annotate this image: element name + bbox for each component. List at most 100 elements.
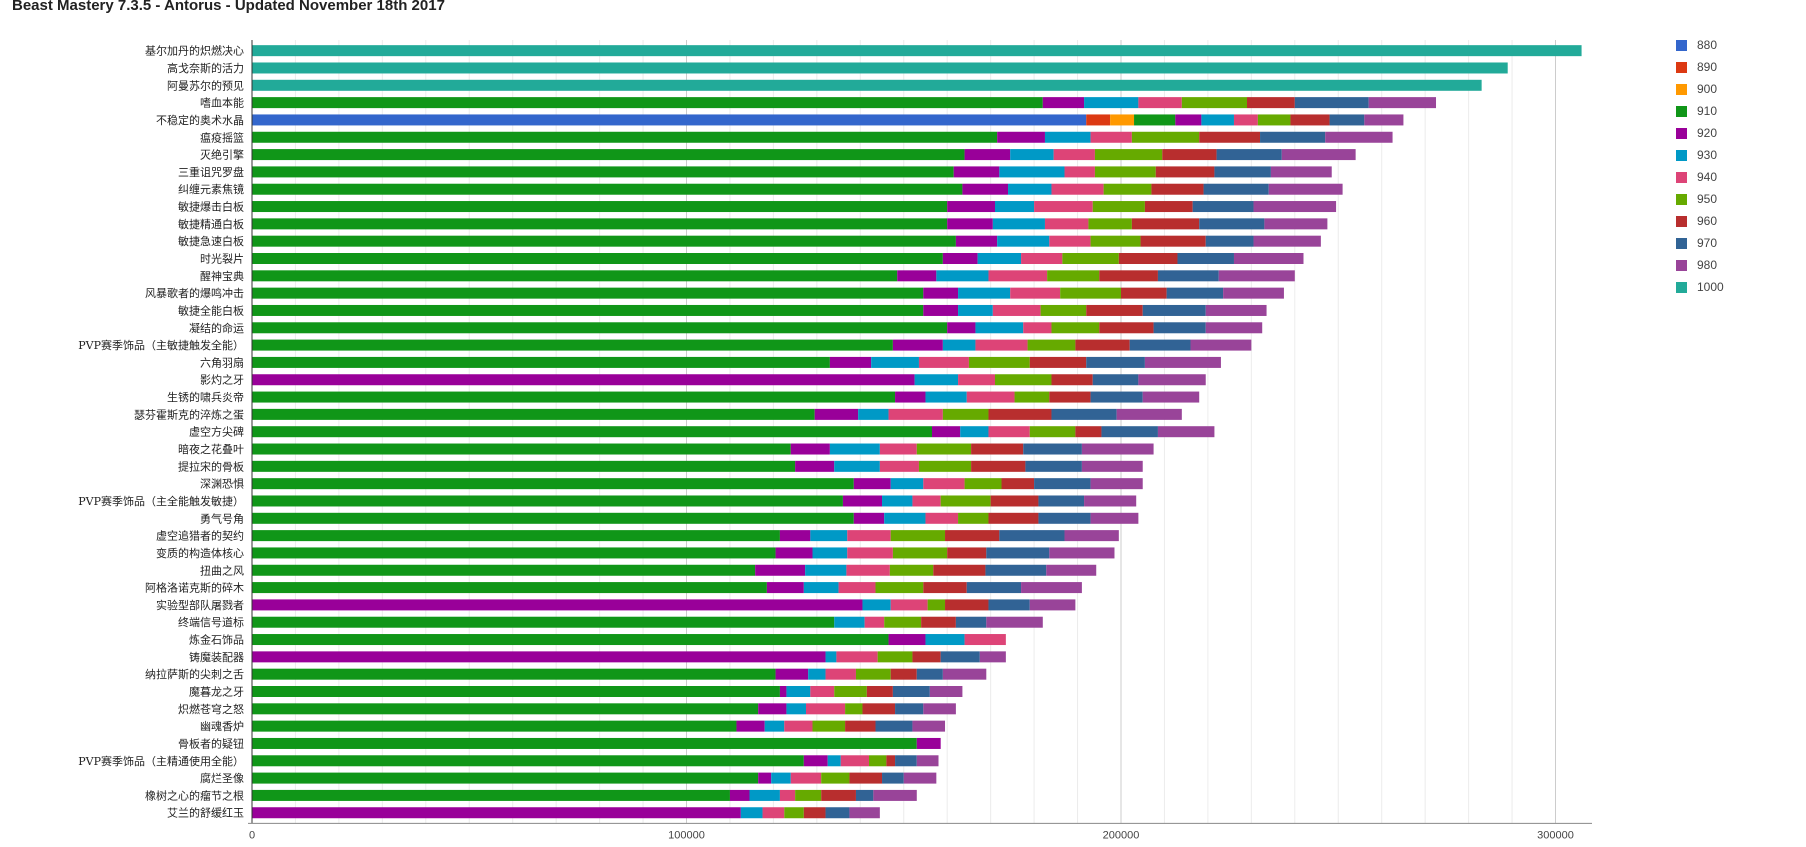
category-label: 敏捷急速白板 xyxy=(178,234,244,248)
bar-segment-920 xyxy=(916,737,941,749)
bar-segment-950 xyxy=(1094,149,1163,161)
legend-item-920: 920 xyxy=(1676,122,1724,144)
bar-segment-910 xyxy=(252,547,776,559)
bar-segment-950 xyxy=(918,460,972,472)
bar-segment-910 xyxy=(252,668,776,680)
bar-segment-930 xyxy=(1201,114,1234,126)
bar-segment-930 xyxy=(925,391,967,403)
bar-segment-980 xyxy=(942,668,987,680)
bar-segment-910 xyxy=(252,478,854,490)
category-label: 炽燃苍穹之怒 xyxy=(178,702,244,716)
bar-segment-920 xyxy=(853,478,891,490)
bar-segment-920 xyxy=(964,149,1011,161)
bar-segment-920 xyxy=(931,426,961,438)
bar-segment-960 xyxy=(1075,426,1102,438)
bar-segment-900 xyxy=(1110,114,1135,126)
bar-segment-910 xyxy=(252,408,815,420)
legend-swatch xyxy=(1676,259,1687,271)
bar-segment-910 xyxy=(252,530,780,542)
bar-segment-910 xyxy=(252,183,963,195)
bar-segment-930 xyxy=(1008,183,1052,195)
bar-segment-920 xyxy=(758,772,772,784)
bar-segment-930 xyxy=(805,564,847,576)
bar-segment-930 xyxy=(786,686,811,697)
category-label: 魔暮龙之牙 xyxy=(189,685,244,699)
bar-segment-980 xyxy=(923,703,956,715)
bar-segment-980 xyxy=(873,789,917,801)
bar-segment-1000 xyxy=(252,45,1582,57)
bar-segment-910 xyxy=(252,495,843,507)
bar-segment-960 xyxy=(862,703,896,715)
bar-segment-930 xyxy=(997,235,1050,247)
bar-segment-980 xyxy=(1084,495,1137,507)
bar-segment-910 xyxy=(252,460,796,472)
bar-segment-950 xyxy=(1029,426,1076,438)
bar-segment-950 xyxy=(1060,287,1121,299)
bar-segment-970 xyxy=(955,616,987,628)
bar-segment-920 xyxy=(779,530,811,542)
bar-segment-970 xyxy=(1166,287,1224,299)
bar-segment-950 xyxy=(1094,166,1156,178)
legend-item-960: 960 xyxy=(1676,210,1724,232)
bar-segment-920 xyxy=(892,339,943,351)
bar-segment-930 xyxy=(825,651,837,663)
bar-segment-970 xyxy=(999,530,1065,542)
bar-segment-940 xyxy=(879,443,917,455)
bar-segment-960 xyxy=(1051,374,1093,386)
bar-segment-930 xyxy=(808,668,826,680)
bar-segment-940 xyxy=(1233,114,1258,126)
bar-segment-970 xyxy=(1051,408,1117,420)
category-label: 终端信号道标 xyxy=(178,615,244,629)
bar-segment-940 xyxy=(975,339,1028,351)
bar-segment-960 xyxy=(947,547,987,559)
category-label: 提拉宋的骨板 xyxy=(178,459,244,473)
bar-segment-920 xyxy=(252,374,915,386)
bar-segment-940 xyxy=(992,304,1041,316)
bar-segment-940 xyxy=(825,668,856,680)
bar-segment-920 xyxy=(755,564,806,576)
bar-segment-940 xyxy=(890,599,928,611)
bar-segment-970 xyxy=(875,720,913,732)
bar-segment-950 xyxy=(1040,304,1087,316)
bar-segment-970 xyxy=(1192,201,1254,213)
category-label: 嗜血本能 xyxy=(200,96,244,110)
legend-label: 940 xyxy=(1697,170,1718,184)
bar-segment-950 xyxy=(1051,322,1100,334)
legend-label: 920 xyxy=(1697,126,1718,140)
bar-segment-950 xyxy=(1092,201,1145,213)
bar-segment-910 xyxy=(252,737,917,749)
bar-segment-980 xyxy=(1190,339,1252,351)
bar-segment-970 xyxy=(1153,322,1206,334)
bar-segment-910 xyxy=(1134,114,1176,126)
bar-segment-910 xyxy=(252,97,1043,109)
bar-segment-920 xyxy=(953,166,1000,178)
bar-segment-950 xyxy=(964,478,1002,490)
bar-segment-980 xyxy=(903,772,937,784)
legend-item-970: 970 xyxy=(1676,232,1724,254)
bar-segment-940 xyxy=(958,374,995,386)
bar-segment-930 xyxy=(786,703,806,715)
bar-segment-940 xyxy=(912,495,941,507)
bar-segment-930 xyxy=(936,270,989,282)
bar-segment-950 xyxy=(795,789,822,801)
bar-segment-980 xyxy=(916,755,939,767)
bar-segment-960 xyxy=(1155,166,1215,178)
bar-segment-970 xyxy=(1101,426,1158,438)
bar-segment-950 xyxy=(855,668,891,680)
bar-segment-950 xyxy=(890,530,946,542)
bar-segment-940 xyxy=(918,356,969,368)
bar-segment-950 xyxy=(1062,253,1119,264)
bar-segment-930 xyxy=(884,512,926,524)
category-label: 阿格洛诺克斯的碎木 xyxy=(145,581,244,595)
bar-segment-910 xyxy=(252,772,759,784)
category-label: 基尔加丹的炽燃决心 xyxy=(145,44,244,58)
bar-segment-940 xyxy=(838,582,876,594)
category-label: 实验型部队屠戮者 xyxy=(156,598,244,612)
bar-segment-980 xyxy=(1064,530,1119,542)
bar-segment-980 xyxy=(912,720,946,732)
bar-segment-980 xyxy=(1046,564,1097,576)
bar-segment-950 xyxy=(821,772,850,784)
bar-segment-960 xyxy=(933,564,986,576)
legend-label: 880 xyxy=(1697,38,1718,52)
bar-segment-930 xyxy=(992,218,1045,230)
